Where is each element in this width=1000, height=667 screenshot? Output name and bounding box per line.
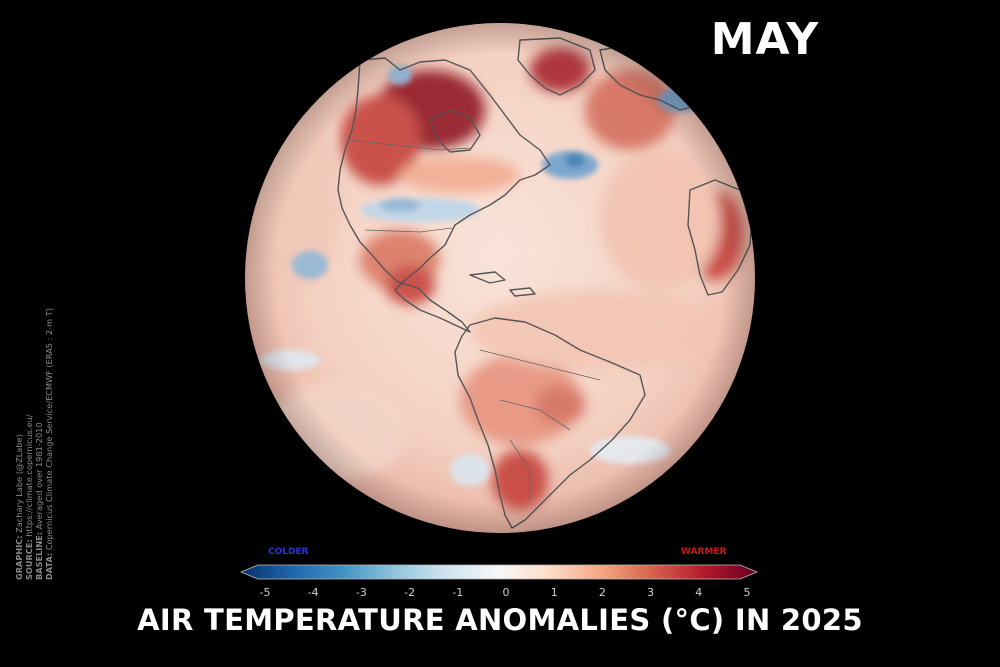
month-label: MAY — [710, 14, 820, 65]
colorbar-tick-label: 5 — [744, 586, 751, 599]
colorbar-tick-label: -2 — [404, 586, 415, 599]
main-title: AIR TEMPERATURE ANOMALIES (°C) IN 2025 — [137, 603, 863, 637]
credits-block: GRAPHIC: Zachary Labe (@ZLabe) SOURCE: h… — [14, 240, 66, 580]
colorbar-tick-label: 0 — [503, 586, 510, 599]
globe-rim — [245, 23, 755, 533]
credit-graphic: GRAPHIC: Zachary Labe (@ZLabe) — [14, 434, 24, 580]
colorbar-tick-label: 4 — [695, 586, 702, 599]
credit-baseline: BASELINE: Averaged over 1981-2010 — [34, 422, 44, 580]
colorbar-tick-label: -3 — [356, 586, 367, 599]
colorbar-tick-label: -5 — [260, 586, 271, 599]
colorbar-tick-label: 1 — [551, 586, 558, 599]
credit-source: SOURCE: https://climate.copernicus.eu/ — [24, 414, 34, 580]
colorbar-tick-label: 3 — [647, 586, 654, 599]
colorbar: -5 -4 -3 -2 -1 0 1 2 3 4 5 — [239, 564, 759, 599]
warmer-label: WARMER — [681, 547, 727, 557]
colorbar-tick-label: -1 — [452, 586, 463, 599]
colorbar-bar — [239, 564, 759, 580]
colorbar-tick-label: 2 — [599, 586, 606, 599]
colorbar-tick-label: -4 — [308, 586, 319, 599]
credit-data: DATA: Copernicus Climate Change Service/… — [44, 308, 54, 580]
colorbar-ticks: -5 -4 -3 -2 -1 0 1 2 3 4 5 — [260, 586, 751, 599]
colder-label: COLDER — [268, 547, 309, 557]
